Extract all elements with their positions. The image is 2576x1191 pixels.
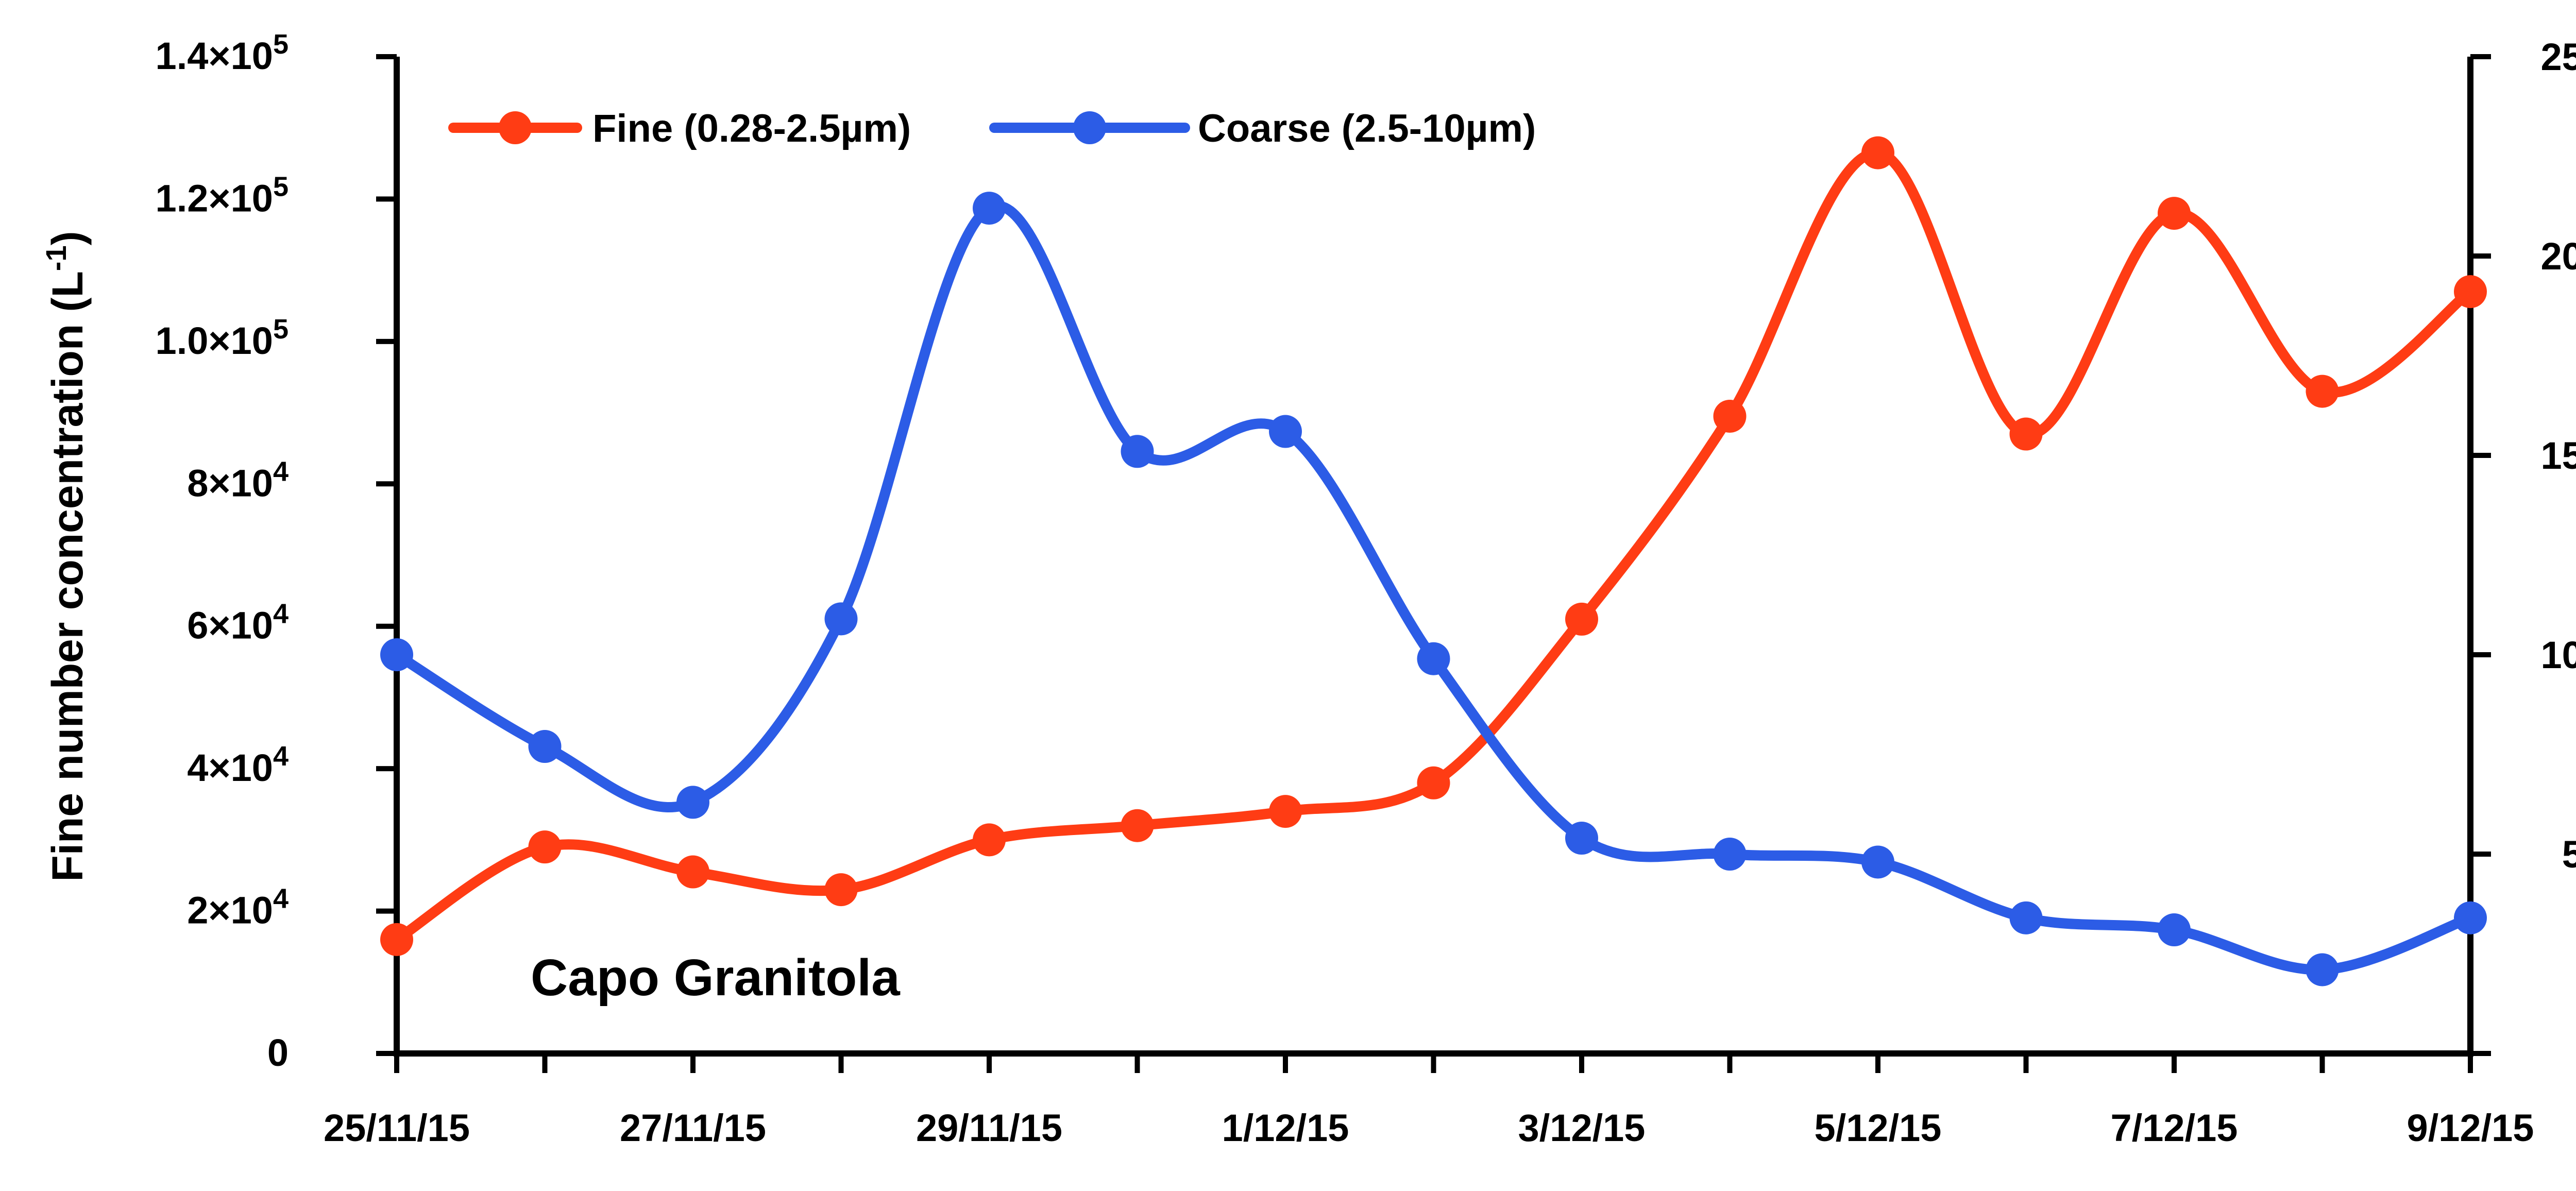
data-point xyxy=(1417,766,1450,799)
y-right-tick-label: 150 xyxy=(2541,434,2576,477)
data-point xyxy=(2158,197,2191,230)
legend-label: Coarse (2.5-10µm) xyxy=(1198,107,1536,150)
y-right-tick-label: 50 xyxy=(2562,833,2576,876)
legend-swatch-marker xyxy=(499,111,532,144)
data-point xyxy=(2454,275,2487,309)
data-point xyxy=(1861,845,1894,879)
data-point xyxy=(2009,901,2043,934)
data-point xyxy=(1269,415,1302,448)
data-point xyxy=(528,730,562,763)
data-point xyxy=(1713,838,1747,871)
data-point xyxy=(380,638,413,671)
x-tick-label: 1/12/15 xyxy=(1222,1107,1349,1149)
data-point xyxy=(1713,399,1747,433)
y-right-tick-label: 100 xyxy=(2541,634,2576,676)
series-layer xyxy=(380,136,2487,986)
y-left-tick-label: 1.2×105 xyxy=(156,171,289,219)
legend-swatch-marker xyxy=(1073,111,1106,144)
y-left-axis-title: Fine number concentration (L-1) xyxy=(40,231,92,881)
series-line xyxy=(392,147,2476,945)
data-point xyxy=(528,830,562,864)
y-left-tick-label: 0 xyxy=(267,1031,289,1074)
y-right-tick-label: 200 xyxy=(2541,235,2576,278)
data-point xyxy=(1121,809,1154,842)
y-right-tick-label: 250 xyxy=(2541,36,2576,78)
data-point xyxy=(1121,435,1154,468)
axes: 25/11/15 27/11/15 29/11/15 1/12/15 3/12/15 5/… xyxy=(40,29,2576,1149)
data-point xyxy=(1565,822,1598,855)
data-point xyxy=(973,823,1006,857)
data-point xyxy=(1861,136,1894,169)
y-left-tick-label: 1.0×105 xyxy=(156,314,289,362)
legend-item: Fine (0.28-2.5µm) xyxy=(448,107,911,150)
data-point xyxy=(824,602,858,636)
x-tick-label: 29/11/15 xyxy=(916,1107,1062,1149)
series-coarse xyxy=(380,192,2487,986)
series-fine xyxy=(380,136,2487,956)
x-tick-label: 27/11/15 xyxy=(620,1107,766,1149)
data-point xyxy=(676,786,709,819)
x-tick-label: 5/12/15 xyxy=(1815,1107,1942,1149)
y-left-tick-label: 4×104 xyxy=(187,741,289,789)
y-left-tick-label: 1.4×105 xyxy=(156,29,289,77)
data-point xyxy=(1269,795,1302,828)
y-left-tick-label: 2×104 xyxy=(187,883,289,932)
data-point xyxy=(824,873,858,907)
legend: Fine (0.28-2.5µm) Coarse (2.5-10µm) xyxy=(448,107,1536,150)
legend-item: Coarse (2.5-10µm) xyxy=(989,107,1536,150)
data-point xyxy=(2158,913,2191,947)
data-point xyxy=(2009,417,2043,451)
data-point xyxy=(2306,953,2339,986)
data-point xyxy=(380,923,413,956)
data-point xyxy=(676,855,709,889)
data-point xyxy=(973,192,1006,225)
chart-annotation: Capo Granitola xyxy=(531,949,901,1007)
x-tick-label: 9/12/15 xyxy=(2407,1107,2534,1149)
x-tick-label: 3/12/15 xyxy=(1518,1107,1646,1149)
data-point xyxy=(2454,901,2487,934)
x-tick-label: 25/11/15 xyxy=(324,1107,470,1149)
y-left-tick-label: 8×104 xyxy=(187,456,289,504)
series-line xyxy=(392,201,2476,975)
x-tick-label: 7/12/15 xyxy=(2111,1107,2238,1149)
y-left-tick-label: 6×104 xyxy=(187,599,289,647)
data-point xyxy=(2306,375,2339,408)
legend-label: Fine (0.28-2.5µm) xyxy=(592,107,911,150)
data-point xyxy=(1417,642,1450,675)
data-point xyxy=(1565,602,1598,636)
